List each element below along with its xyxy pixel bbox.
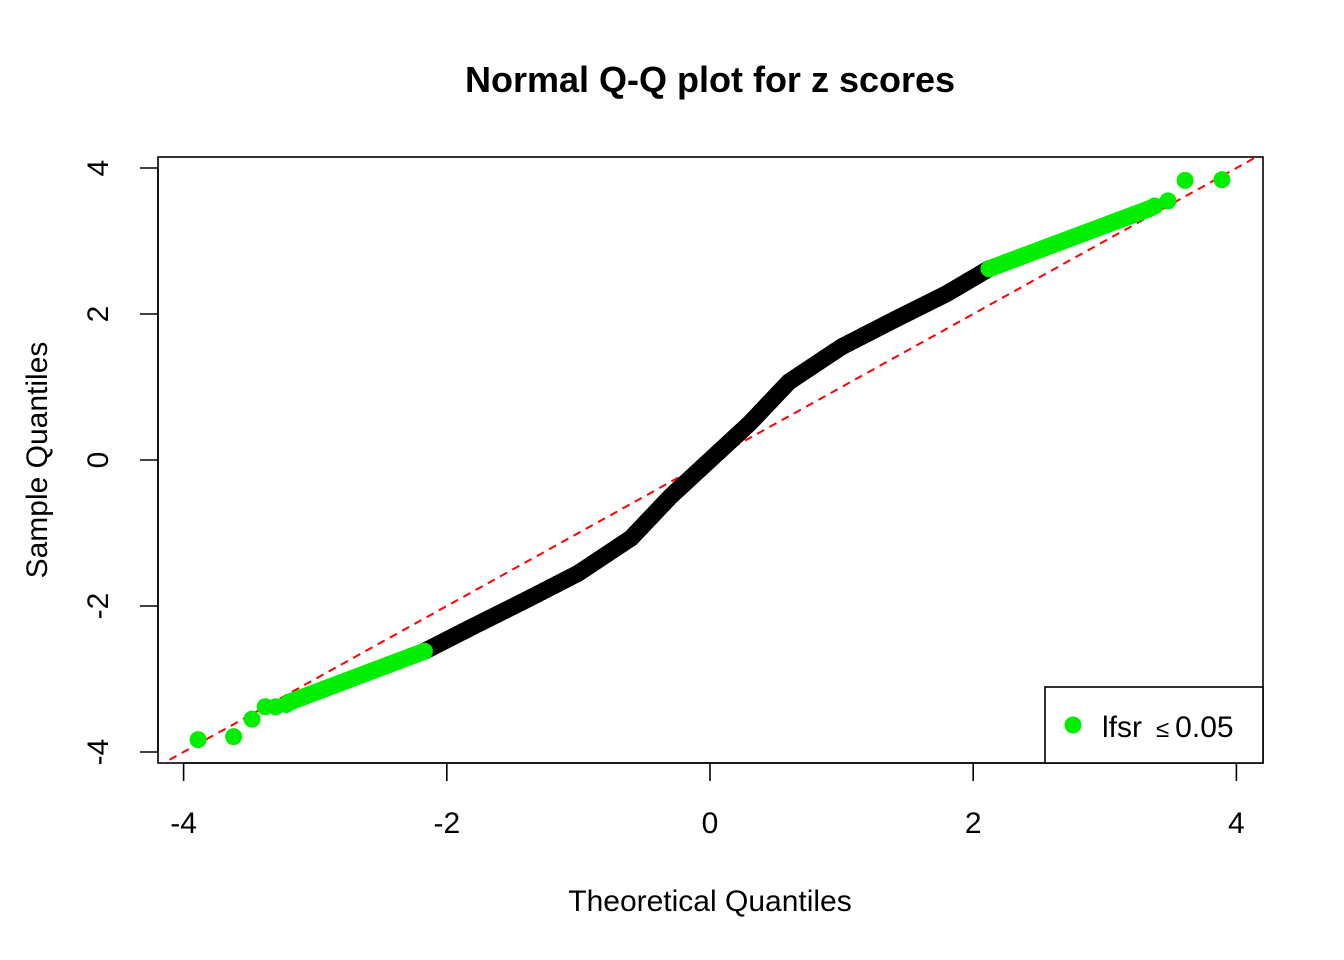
legend-marker: [1064, 716, 1082, 734]
y-tick-label: -2: [82, 593, 115, 620]
legend-label-name: lfsr: [1102, 711, 1142, 744]
data-point-sig: [1159, 192, 1177, 210]
legend-label-relation: ≤: [1156, 716, 1169, 743]
y-axis: -4 -2 0 2 4: [82, 160, 159, 766]
x-tick-label: -4: [170, 807, 197, 840]
data-point-sig: [1213, 171, 1231, 189]
legend-label-value: 0.05: [1175, 711, 1233, 744]
data-point-sig: [1146, 197, 1164, 215]
x-tick-label: -2: [433, 807, 460, 840]
data-point-sig: [1176, 171, 1194, 189]
y-tick-label: 0: [82, 452, 115, 469]
chart-title: Normal Q-Q plot for z scores: [465, 59, 955, 100]
reference-line: [161, 157, 1259, 763]
data-point-sig: [415, 642, 433, 660]
data-point-sig: [243, 710, 261, 728]
x-axis: -4 -2 0 2 4: [170, 762, 1245, 840]
y-tick-label: -4: [82, 739, 115, 766]
y-tick-label: 4: [82, 160, 115, 177]
x-tick-label: 0: [702, 807, 719, 840]
x-tick-label: 2: [965, 807, 982, 840]
legend-label: lfsr ≤0.05: [1102, 711, 1234, 744]
plot-area: [161, 157, 1259, 763]
x-tick-label: 4: [1228, 807, 1245, 840]
data-point-sig: [189, 731, 207, 749]
x-axis-label: Theoretical Quantiles: [568, 885, 851, 918]
legend: lfsr ≤0.05: [1044, 686, 1264, 764]
data-point-sig: [225, 728, 243, 746]
y-tick-label: 2: [82, 306, 115, 323]
y-axis-label: Sample Quantiles: [21, 342, 54, 579]
